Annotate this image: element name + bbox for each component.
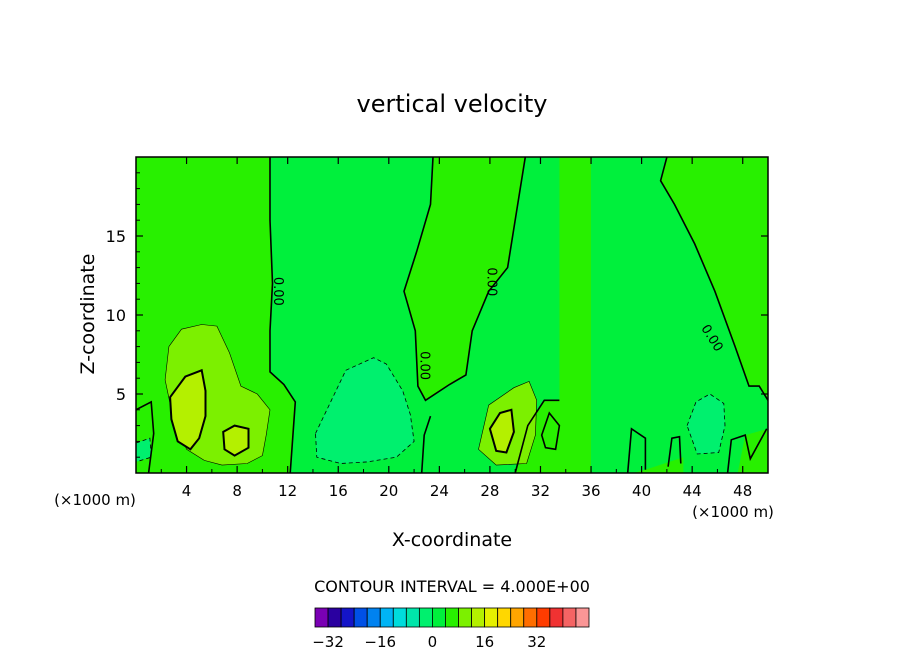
zero-contour-3 — [659, 157, 768, 401]
colorbar-tick-label: −16 — [364, 633, 396, 651]
x-tick-label: 28 — [480, 482, 499, 500]
x-tick-label: 12 — [278, 482, 297, 500]
colorbar-swatch — [510, 607, 525, 628]
contour-fields: 0.000.000.000.00 — [136, 157, 768, 473]
zero-contour-5 — [514, 399, 560, 473]
x-axis-label: X-coordinate — [392, 529, 512, 551]
contour-value-label: 0.00 — [270, 277, 285, 306]
y-axis-label: Z-coordinate — [77, 254, 99, 375]
colorbar-swatch — [484, 607, 499, 628]
zero-contour-4 — [420, 415, 432, 473]
colorbar-swatch — [432, 607, 446, 628]
x-unit-right: (×1000 m) — [692, 503, 774, 521]
colorbar-swatch — [562, 607, 577, 628]
colorbar-swatch — [392, 607, 407, 628]
x-tick-label: 32 — [531, 482, 550, 500]
contour-interval-label: CONTOUR INTERVAL = 4.000E+00 — [314, 577, 590, 596]
colorbar-swatch — [445, 607, 459, 628]
colorbar-swatch — [418, 607, 433, 628]
plot-area: 0.000.000.000.004 8 12 16 20 24 28 32 36 40 44 4851… — [106, 156, 769, 500]
colorbar-swatch — [458, 607, 472, 628]
colorbar: −32 −16 0 16 32 — [312, 607, 590, 651]
colorbar-swatch — [366, 607, 381, 628]
downdraft-core-1 — [315, 357, 415, 464]
x-tick-label: 20 — [379, 482, 398, 500]
zero-contour-8 — [726, 428, 768, 473]
zero-contour-loop — [540, 411, 561, 451]
colorbar-swatch — [523, 607, 538, 628]
x-tick-label: 36 — [581, 482, 600, 500]
chart-title: vertical velocity — [357, 90, 548, 118]
x-tick-label: 44 — [683, 482, 702, 500]
downdraft-core-3 — [136, 437, 152, 463]
colorbar-swatch — [575, 607, 590, 628]
y-tick-label: 5 — [116, 385, 126, 404]
colorbar-swatch — [549, 607, 564, 628]
colorbar-tick-label: 16 — [475, 633, 494, 651]
colorbar-swatch — [497, 607, 512, 628]
zero-contour-9 — [667, 435, 682, 467]
colorbar-swatch — [340, 607, 355, 628]
strong-updraft-core-3 — [488, 408, 515, 454]
colorbar-tick-label: −32 — [312, 633, 344, 651]
x-tick-label: 4 — [182, 482, 192, 500]
contour-value-label: 0.00 — [483, 267, 498, 296]
zero-contour-6 — [136, 400, 155, 473]
colorbar-tick-label: 0 — [428, 633, 438, 651]
x-unit-left: (×1000 m) — [54, 491, 136, 509]
x-tick-label: 8 — [232, 482, 242, 500]
colorbar-swatch — [405, 607, 420, 628]
colorbar-swatch — [471, 607, 486, 628]
zero-contour-7 — [626, 427, 647, 473]
zero-contour-1 — [269, 157, 297, 473]
strong-updraft-core-2 — [222, 424, 250, 457]
colorbar-swatch — [536, 607, 551, 628]
x-tick-label: 16 — [329, 482, 348, 500]
y-tick-label: 15 — [106, 227, 126, 246]
colorbar-swatch — [379, 607, 394, 628]
contour-value-label: 0.00 — [416, 351, 431, 380]
colorbar-swatch — [327, 607, 342, 628]
negative-region-2 — [591, 157, 768, 473]
colorbar-tick-label: 32 — [527, 633, 546, 651]
x-tick-label: 40 — [632, 482, 651, 500]
x-tick-label: 48 — [733, 482, 752, 500]
y-tick-label: 10 — [106, 306, 126, 325]
x-tick-label: 24 — [430, 482, 449, 500]
downdraft-core-2 — [686, 393, 726, 455]
colorbar-swatch — [353, 607, 368, 628]
zero-contour-2 — [403, 157, 527, 402]
strong-updraft-core-1 — [169, 368, 207, 451]
colorbar-swatch — [314, 607, 329, 628]
